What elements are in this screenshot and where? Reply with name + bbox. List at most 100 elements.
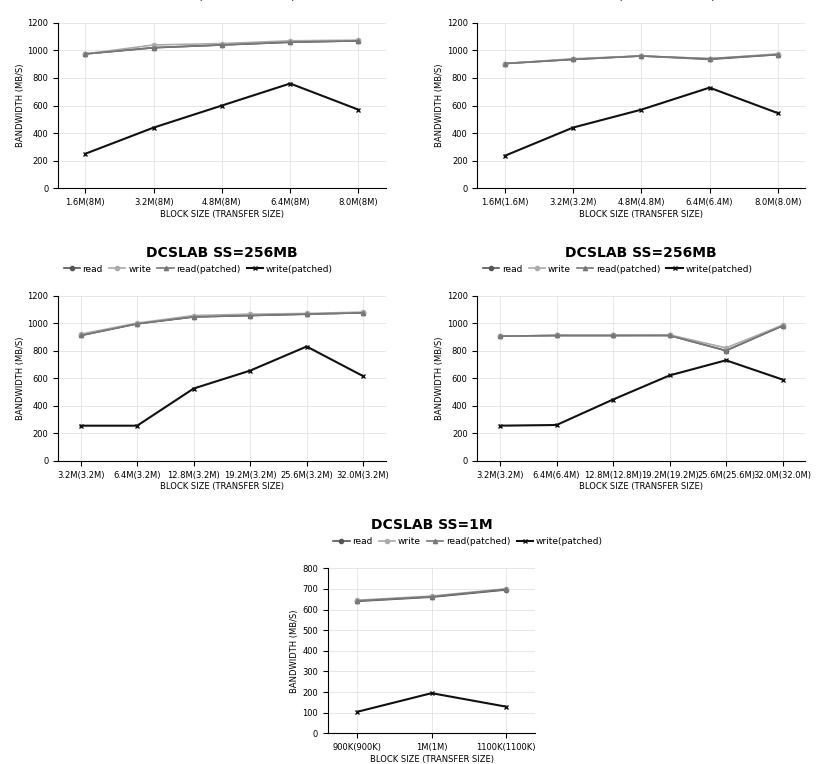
Line: write(patched): write(patched) xyxy=(83,82,360,156)
write(patched) xyxy=(427,688,437,698)
Line: write: write xyxy=(355,587,508,602)
read xyxy=(705,55,715,64)
write(patched) xyxy=(76,421,85,430)
write(patched) xyxy=(500,702,510,711)
Y-axis label: BANDWIDTH (MB/S): BANDWIDTH (MB/S) xyxy=(290,609,300,693)
read xyxy=(773,50,783,59)
write(patched) xyxy=(608,395,618,404)
read xyxy=(286,37,295,47)
read(patched) xyxy=(500,584,510,594)
Legend: read, write, read(patched), write(patched): read, write, read(patched), write(patche… xyxy=(332,536,603,547)
Line: write(patched): write(patched) xyxy=(498,358,784,428)
read(patched) xyxy=(637,51,647,60)
Line: write: write xyxy=(503,52,780,66)
Line: read: read xyxy=(355,588,508,604)
write xyxy=(188,311,198,320)
read xyxy=(353,597,363,606)
Line: write: write xyxy=(79,310,365,336)
write xyxy=(217,39,227,48)
write xyxy=(427,591,437,601)
read(patched) xyxy=(500,59,510,68)
write(patched) xyxy=(217,101,227,110)
write(patched) xyxy=(568,123,578,132)
write(patched) xyxy=(354,105,364,115)
Legend: read, write, read(patched), write(patched): read, write, read(patched), write(patche… xyxy=(62,264,334,274)
Line: write(patched): write(patched) xyxy=(355,691,508,714)
read(patched) xyxy=(773,50,783,59)
Legend: read, write, read(patched), write(patched): read, write, read(patched), write(patche… xyxy=(482,264,754,274)
read xyxy=(500,59,510,68)
write(patched) xyxy=(301,342,311,351)
read(patched) xyxy=(665,331,675,340)
Y-axis label: BANDWIDTH (MB/S): BANDWIDTH (MB/S) xyxy=(16,63,25,147)
write xyxy=(705,54,715,63)
write(patched) xyxy=(132,421,142,430)
read xyxy=(132,319,142,329)
read xyxy=(778,322,788,331)
Line: read(patched): read(patched) xyxy=(355,588,508,603)
read xyxy=(495,332,505,341)
Title: DCSLAB SS=1M: DCSLAB SS=1M xyxy=(371,518,492,533)
Title: DCSLAB SS=256MB: DCSLAB SS=256MB xyxy=(146,246,298,260)
Line: read: read xyxy=(79,311,365,338)
read(patched) xyxy=(132,319,142,329)
read(patched) xyxy=(552,331,562,340)
write xyxy=(773,50,783,59)
write(patched) xyxy=(286,79,295,88)
write(patched) xyxy=(637,105,647,115)
read xyxy=(301,309,311,319)
Line: read(patched): read(patched) xyxy=(498,324,784,353)
read xyxy=(359,308,369,317)
write xyxy=(81,50,90,59)
read(patched) xyxy=(354,36,364,45)
read(patched) xyxy=(81,50,90,59)
read(patched) xyxy=(608,331,618,340)
read(patched) xyxy=(76,331,85,340)
read xyxy=(568,55,578,64)
Line: read: read xyxy=(83,39,360,56)
read xyxy=(188,312,198,322)
write xyxy=(500,59,510,68)
Y-axis label: BANDWIDTH (MB/S): BANDWIDTH (MB/S) xyxy=(435,336,444,420)
Title: DCSLAB SS=256MB: DCSLAB SS=256MB xyxy=(565,246,717,260)
Legend: read, write, read(patched), write(patched): read, write, read(patched), write(patche… xyxy=(62,0,334,2)
read(patched) xyxy=(188,312,198,322)
X-axis label: BLOCK SIZE (TRANSFER SIZE): BLOCK SIZE (TRANSFER SIZE) xyxy=(579,482,703,491)
read(patched) xyxy=(568,55,578,64)
read xyxy=(354,36,364,45)
write xyxy=(245,309,255,319)
write(patched) xyxy=(665,371,675,380)
write xyxy=(721,343,731,352)
read(patched) xyxy=(353,596,363,605)
Line: read(patched): read(patched) xyxy=(503,53,780,66)
write(patched) xyxy=(495,421,505,430)
write xyxy=(495,332,505,341)
read(patched) xyxy=(427,592,437,601)
write(patched) xyxy=(353,707,363,717)
X-axis label: BLOCK SIZE (TRANSFER SIZE): BLOCK SIZE (TRANSFER SIZE) xyxy=(369,755,494,764)
write(patched) xyxy=(500,151,510,160)
read(patched) xyxy=(495,332,505,341)
Legend: read, write, read(patched), write(patched): read, write, read(patched), write(patche… xyxy=(482,0,754,2)
write(patched) xyxy=(149,123,159,132)
write(patched) xyxy=(721,356,731,365)
write(patched) xyxy=(552,420,562,429)
write xyxy=(301,309,311,318)
write xyxy=(608,331,618,340)
write(patched) xyxy=(359,371,369,380)
Line: read: read xyxy=(503,53,780,66)
read(patched) xyxy=(359,308,369,317)
read(patched) xyxy=(778,322,788,331)
write xyxy=(359,307,369,316)
Line: read(patched): read(patched) xyxy=(79,311,365,338)
write xyxy=(568,54,578,63)
Line: read: read xyxy=(498,324,784,353)
read(patched) xyxy=(301,309,311,319)
read(patched) xyxy=(245,311,255,320)
X-axis label: BLOCK SIZE (TRANSFER SIZE): BLOCK SIZE (TRANSFER SIZE) xyxy=(160,209,284,219)
read xyxy=(637,51,647,60)
write(patched) xyxy=(188,384,198,393)
read(patched) xyxy=(705,54,715,63)
read xyxy=(76,331,85,340)
write(patched) xyxy=(705,83,715,92)
